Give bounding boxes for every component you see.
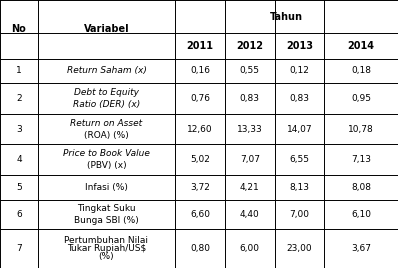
Text: 0,12: 0,12 — [290, 66, 309, 75]
Text: (ROA) (%): (ROA) (%) — [84, 131, 129, 140]
Text: 2013: 2013 — [286, 41, 313, 51]
Text: 6,00: 6,00 — [240, 244, 260, 253]
Text: Tingkat Suku: Tingkat Suku — [77, 204, 136, 213]
Text: 13,33: 13,33 — [237, 125, 263, 134]
Text: 5: 5 — [16, 183, 22, 192]
Text: 0,55: 0,55 — [240, 66, 260, 75]
Text: Infasi (%): Infasi (%) — [85, 183, 128, 192]
Text: 7,07: 7,07 — [240, 155, 260, 164]
Text: 4,40: 4,40 — [240, 210, 259, 219]
Text: No: No — [12, 24, 26, 34]
Text: 12,60: 12,60 — [187, 125, 213, 134]
Text: 1: 1 — [16, 66, 22, 75]
Text: 7,13: 7,13 — [351, 155, 371, 164]
Text: 3: 3 — [16, 125, 22, 134]
Text: 2: 2 — [16, 94, 22, 103]
Text: Debt to Equity: Debt to Equity — [74, 88, 139, 97]
Text: 0,83: 0,83 — [240, 94, 260, 103]
Text: 7,00: 7,00 — [289, 210, 310, 219]
Text: Pertumbuhan Nilai: Pertumbuhan Nilai — [64, 236, 148, 245]
Text: 8,13: 8,13 — [289, 183, 310, 192]
Text: 4,21: 4,21 — [240, 183, 259, 192]
Text: 0,16: 0,16 — [190, 66, 210, 75]
Text: 3,72: 3,72 — [190, 183, 210, 192]
Text: 6: 6 — [16, 210, 22, 219]
Text: Ratio (DER) (x): Ratio (DER) (x) — [73, 100, 140, 109]
Text: 0,95: 0,95 — [351, 94, 371, 103]
Text: 5,02: 5,02 — [190, 155, 210, 164]
Text: 6,10: 6,10 — [351, 210, 371, 219]
Text: 10,78: 10,78 — [348, 125, 374, 134]
Text: 2011: 2011 — [187, 41, 213, 51]
Text: 0,76: 0,76 — [190, 94, 210, 103]
Text: 0,80: 0,80 — [190, 244, 210, 253]
Text: 23,00: 23,00 — [287, 244, 312, 253]
Text: 0,18: 0,18 — [351, 66, 371, 75]
Text: (PBV) (x): (PBV) (x) — [87, 161, 126, 170]
Text: Tukar Rupiah/US$: Tukar Rupiah/US$ — [67, 244, 146, 253]
Text: 6,55: 6,55 — [289, 155, 310, 164]
Text: 7: 7 — [16, 244, 22, 253]
Text: Tahun: Tahun — [270, 12, 303, 22]
Text: 4: 4 — [16, 155, 22, 164]
Text: Variabel: Variabel — [84, 24, 129, 34]
Text: Return Saham (x): Return Saham (x) — [66, 66, 146, 75]
Text: 0,83: 0,83 — [289, 94, 310, 103]
Text: 8,08: 8,08 — [351, 183, 371, 192]
Text: Price to Book Value: Price to Book Value — [63, 149, 150, 158]
Text: (%): (%) — [99, 252, 114, 261]
Text: Return on Asset: Return on Asset — [70, 119, 142, 128]
Text: 14,07: 14,07 — [287, 125, 312, 134]
Text: 2014: 2014 — [348, 41, 375, 51]
Text: 6,60: 6,60 — [190, 210, 210, 219]
Text: 2012: 2012 — [236, 41, 263, 51]
Text: 3,67: 3,67 — [351, 244, 371, 253]
Text: Bunga SBI (%): Bunga SBI (%) — [74, 216, 139, 225]
